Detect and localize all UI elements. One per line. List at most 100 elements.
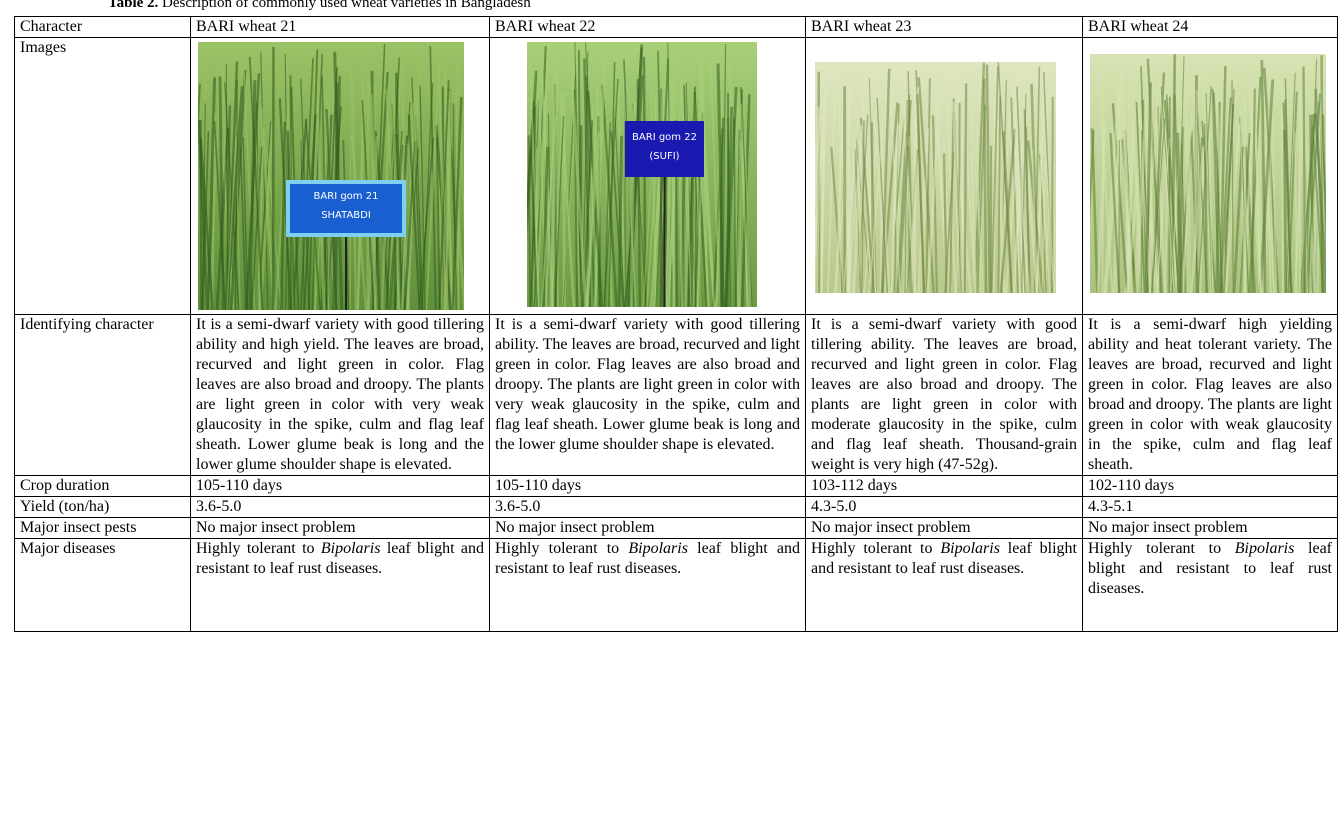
stem	[1104, 129, 1122, 293]
stem	[198, 120, 209, 310]
data-row: Yield (ton/ha) 3.6-5.0 3.6-5.0 4.3-5.0 4.3-5…	[14, 496, 1338, 518]
stem	[1026, 140, 1044, 293]
header-row: Character BARI wheat 21 BARI wheat 22 BARI …	[14, 16, 1338, 38]
data-cell: It is a semi-dwarf variety with good til…	[805, 314, 1083, 476]
stem	[1207, 99, 1214, 293]
stem	[668, 54, 677, 307]
sign-board	[286, 180, 406, 237]
data-cell: Highly tolerant to Bipolaris leaf blight…	[1082, 538, 1338, 632]
data-cell: 4.3-5.0	[805, 496, 1083, 518]
stem	[603, 78, 619, 307]
data-row: Crop duration 105-110 days 105-110 days 103…	[14, 475, 1338, 497]
stem	[1311, 125, 1325, 293]
caption-label: Table 2.	[108, 0, 159, 11]
wheat-image: BARI gom 21 SHATABDI	[198, 42, 464, 310]
cell-text: Highly tolerant to	[495, 540, 629, 557]
stem	[976, 104, 987, 293]
data-cell: 102-110 days	[1082, 475, 1338, 497]
stem	[1215, 93, 1227, 293]
stem	[585, 132, 601, 307]
cell-text: Highly tolerant to	[811, 540, 941, 557]
stem	[1155, 138, 1171, 293]
stem	[1182, 113, 1193, 293]
stem	[419, 85, 426, 310]
stem	[735, 129, 740, 307]
stem	[944, 151, 955, 293]
stem	[1160, 86, 1176, 293]
stem	[437, 55, 447, 310]
stem	[665, 80, 673, 307]
stem	[719, 128, 724, 307]
stem	[1222, 104, 1235, 293]
stem	[418, 138, 435, 310]
sign-text: (SUFI)	[649, 151, 679, 162]
stem	[740, 103, 749, 307]
stem	[868, 77, 878, 293]
stem	[1219, 65, 1227, 293]
stem	[280, 121, 287, 310]
stem	[229, 69, 247, 310]
stem	[1280, 79, 1285, 293]
stem	[1239, 110, 1246, 293]
stem	[425, 70, 440, 310]
stem	[250, 146, 263, 310]
stem	[697, 58, 705, 307]
stem	[1036, 91, 1045, 293]
row-header: Character	[14, 16, 191, 38]
stem	[245, 73, 261, 310]
stem	[234, 79, 238, 310]
stem	[931, 115, 938, 293]
stem	[852, 125, 864, 293]
stem	[1163, 99, 1181, 293]
stem	[724, 106, 733, 307]
stem	[1090, 130, 1095, 223]
stem	[242, 65, 256, 310]
stem	[969, 94, 985, 293]
column-header: BARI wheat 24	[1082, 16, 1338, 38]
stem	[1135, 99, 1148, 293]
row-header: Major diseases	[14, 538, 191, 632]
images-row: Images BARI gom 21 SHATABDI BARI gom 22 (SUF…	[14, 37, 1338, 315]
stem	[248, 56, 264, 310]
stem	[549, 46, 560, 307]
stem	[740, 94, 751, 307]
stem	[963, 83, 968, 293]
stem	[652, 81, 665, 307]
stem	[527, 70, 538, 242]
stem	[1013, 116, 1031, 293]
image-cell	[1082, 37, 1338, 315]
data-cell: 105-110 days	[489, 475, 806, 497]
stem	[997, 96, 1001, 293]
stem	[1184, 75, 1190, 293]
table-caption: Table 2. Description of commonly used wh…	[108, 0, 531, 12]
stem	[307, 49, 319, 310]
stem	[826, 86, 836, 293]
stem	[1231, 80, 1234, 293]
data-cell: It is a semi-dwarf variety with good til…	[489, 314, 806, 476]
stem	[1285, 72, 1296, 293]
stem	[1144, 82, 1152, 293]
stem	[1294, 132, 1298, 293]
data-row: Identifying character It is a semi-dwarf …	[14, 314, 1338, 476]
wheat-image: BARI gom 22 (SUFI)	[527, 42, 757, 307]
stem	[888, 67, 901, 293]
data-cell: Highly tolerant to Bipolaris leaf blight…	[489, 538, 806, 632]
diseases-row: Major diseases Highly tolerant to Bipolar…	[14, 538, 1338, 632]
stem	[226, 137, 237, 310]
stem	[1109, 132, 1121, 293]
stem	[1010, 97, 1020, 293]
data-cell: 103-112 days	[805, 475, 1083, 497]
image-cell: BARI gom 21 SHATABDI	[190, 37, 490, 315]
data-cell: Highly tolerant to Bipolaris leaf blight…	[190, 538, 490, 632]
stem	[436, 137, 441, 310]
stem	[438, 52, 449, 310]
stem	[1122, 110, 1131, 293]
sign-text: SHATABDI	[321, 210, 371, 221]
stem	[1031, 149, 1039, 293]
wheat-image	[815, 62, 1056, 293]
stem	[990, 66, 999, 293]
stem	[1202, 62, 1212, 293]
stem	[985, 64, 992, 293]
stem	[861, 120, 865, 293]
